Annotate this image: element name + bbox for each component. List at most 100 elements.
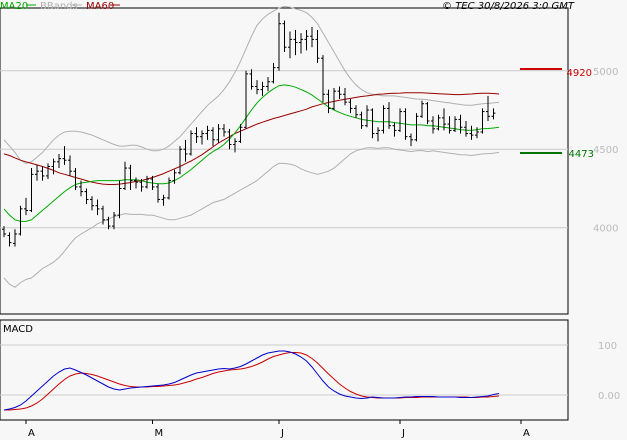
price-tag-ma60-value: 4920 xyxy=(567,68,592,79)
ohlc-bar xyxy=(35,164,39,181)
ohlc-bar xyxy=(310,26,314,48)
ohlc-bar xyxy=(156,183,160,203)
ohlc-bar xyxy=(24,197,28,216)
ohlc-bar xyxy=(183,139,188,162)
ohlc-bar xyxy=(299,33,303,54)
ohlc-bar xyxy=(134,177,138,189)
ohlc-bar xyxy=(150,175,155,191)
x-month-label: M xyxy=(155,428,164,439)
price-panel-frame xyxy=(0,7,569,315)
macd-plot-area xyxy=(3,350,500,411)
ohlc-bar xyxy=(277,12,281,71)
ohlc-bar xyxy=(475,127,479,139)
price-y-tick-label: 4500 xyxy=(593,145,618,156)
ohlc-bar xyxy=(370,108,375,139)
ohlc-bar xyxy=(453,116,457,132)
ohlc-bar xyxy=(189,130,193,156)
ohlc-bar xyxy=(447,116,452,134)
x-month-label: J xyxy=(280,428,284,439)
ohlc-bar xyxy=(95,199,100,216)
ohlc-bar xyxy=(90,196,94,211)
ohlc-bar xyxy=(123,161,127,191)
ohlc-bar xyxy=(128,164,133,191)
ohlc-bar xyxy=(282,20,287,52)
ohlc-bar xyxy=(167,177,171,200)
x-month-label: J xyxy=(401,428,405,439)
ohlc-bar xyxy=(145,175,149,189)
macd-y-tick-label: 100 xyxy=(598,341,617,352)
ma60-line xyxy=(3,92,500,185)
ohlc-bar xyxy=(486,95,490,121)
ohlc-bar xyxy=(249,69,254,90)
macd-signal-line xyxy=(4,352,500,411)
legend-bbands-label: BBands xyxy=(40,1,78,12)
ohlc-bar xyxy=(51,158,56,175)
ohlc-bar xyxy=(381,105,386,134)
ohlc-bar xyxy=(425,102,430,125)
ohlc-bar xyxy=(343,88,347,106)
x-month-label: A xyxy=(28,428,35,439)
ohlc-bar xyxy=(178,146,182,175)
ohlc-bar xyxy=(458,114,463,134)
ohlc-bar xyxy=(293,29,298,56)
ohlc-bar xyxy=(436,114,441,131)
ohlc-bar xyxy=(62,146,67,165)
x-month-label: A xyxy=(523,428,530,439)
ohlc-bar xyxy=(315,29,320,63)
price-tag-ma20: 4473 xyxy=(520,149,594,160)
price-tag-ma20-value: 4473 xyxy=(569,149,594,160)
price-plot-area xyxy=(2,5,500,288)
ohlc-bar xyxy=(84,188,89,205)
ohlc-bar xyxy=(57,153,61,169)
ohlc-bar xyxy=(172,169,177,184)
ohlc-bar xyxy=(73,168,78,191)
ohlc-bar xyxy=(431,116,435,134)
ohlc-bar xyxy=(271,62,276,84)
ohlc-bar xyxy=(211,127,215,147)
ohlc-bar xyxy=(2,226,6,238)
ohlc-bar xyxy=(359,111,364,129)
ma20-line xyxy=(3,84,500,222)
ohlc-bar xyxy=(13,229,17,247)
ohlc-bar xyxy=(414,113,419,142)
ohlc-bar xyxy=(403,108,408,140)
ohlc-bar xyxy=(222,124,226,137)
copyright-text: © TEC 30/8/2026 3:0 GMT xyxy=(442,1,575,12)
ohlc-bar xyxy=(321,55,325,103)
ohlc-bar xyxy=(244,70,248,129)
ohlc-bar xyxy=(442,108,446,131)
ohlc-bar xyxy=(7,232,12,247)
ohlc-bar xyxy=(480,108,485,134)
ohlc-bar xyxy=(101,205,105,225)
ohlc-bar xyxy=(139,179,144,192)
price-y-tick-label: 5000 xyxy=(593,67,618,78)
ohlc-bar xyxy=(365,105,369,128)
ohlc-bar xyxy=(376,127,380,142)
ohlc-bar xyxy=(161,194,166,206)
ohlc-bar xyxy=(464,120,468,137)
ohlc-bar xyxy=(216,124,221,143)
ohlc-bar xyxy=(260,81,265,96)
price-tag-ma60: 4920 xyxy=(520,68,592,79)
ohlc-bar xyxy=(326,89,331,114)
ohlc-bar xyxy=(68,155,72,176)
ohlc-bar xyxy=(354,105,358,118)
macd-y-tick-label: 0.00 xyxy=(598,391,620,402)
ohlc-bar xyxy=(18,205,23,236)
ohlc-bar xyxy=(387,102,391,129)
chart-legend: MA20 BBands MA60 xyxy=(0,1,120,12)
ohlc-bar xyxy=(238,124,243,143)
ohlc-bar xyxy=(112,212,116,230)
ohlc-bar xyxy=(227,128,232,150)
ohlc-bar xyxy=(46,163,50,180)
ohlc-bar xyxy=(288,31,292,59)
ohlc-bar xyxy=(409,133,413,147)
ohlc-bar xyxy=(348,99,353,114)
ohlc-bar xyxy=(304,29,309,51)
price-gridlines xyxy=(0,70,568,229)
ohlc-bar xyxy=(392,122,397,137)
ohlc-bar xyxy=(200,130,204,145)
bbands-upper-line xyxy=(3,5,500,164)
macd-panel-title: MACD xyxy=(3,324,33,335)
